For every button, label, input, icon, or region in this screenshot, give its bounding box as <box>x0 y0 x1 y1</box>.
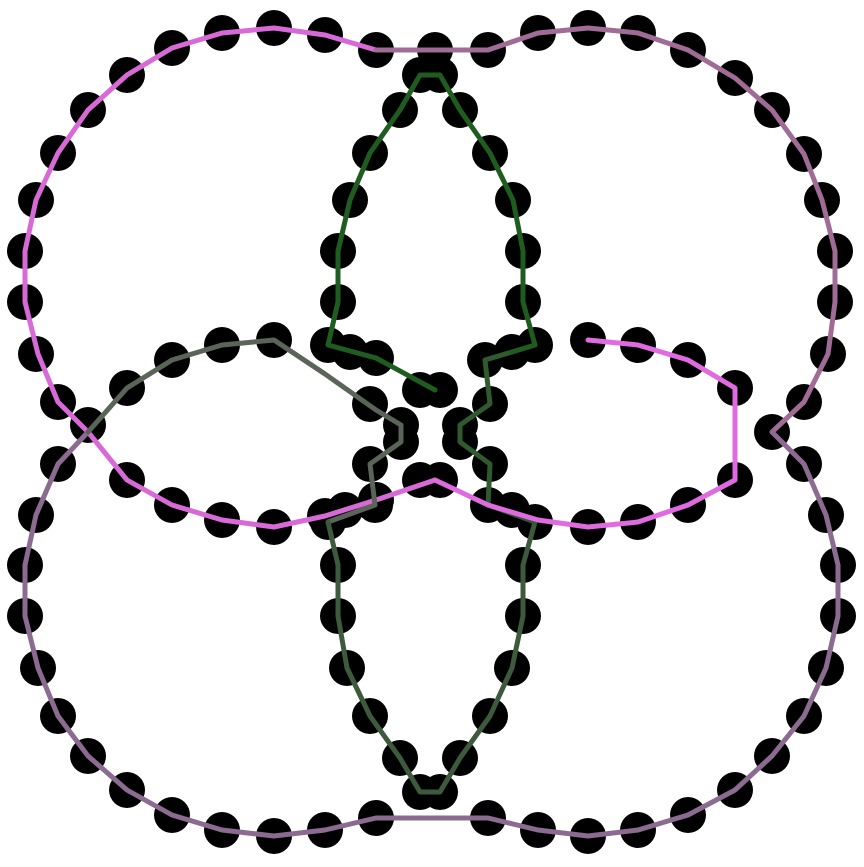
path-inner-right-arc <box>432 337 738 530</box>
edge-paths <box>22 25 841 839</box>
vertex-dots <box>7 10 856 854</box>
path-bottom-outer-loop <box>22 429 841 839</box>
path-top-left-loop <box>22 25 438 530</box>
vertex-dot <box>422 372 458 408</box>
path-center-zigzag <box>457 349 538 525</box>
path-bottom-petal <box>325 519 538 795</box>
path-top-right-loop <box>373 25 838 435</box>
path-left-petal <box>85 337 404 525</box>
path-top-petal <box>325 72 538 393</box>
vertex-dot <box>70 407 106 443</box>
